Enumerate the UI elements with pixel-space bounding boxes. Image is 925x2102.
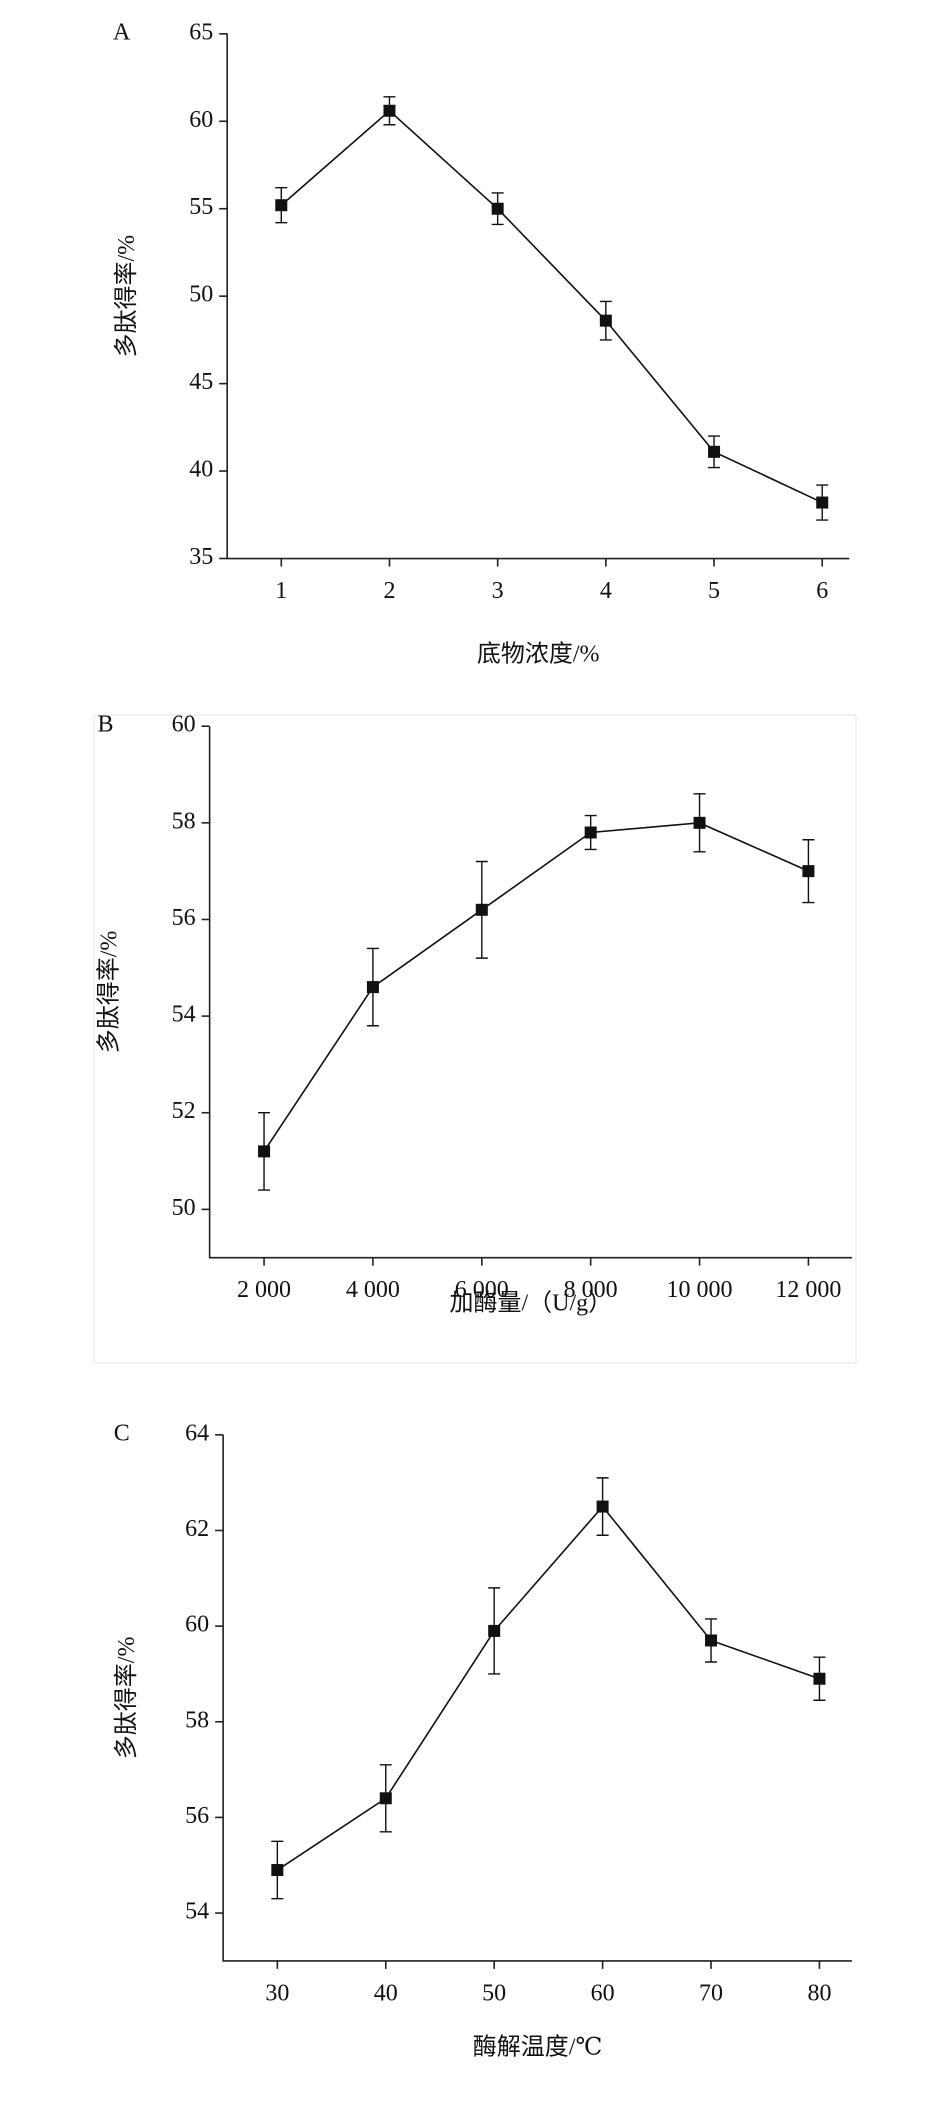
y-tick-label: 58	[172, 808, 196, 834]
x-tick-label: 10 000	[667, 1277, 733, 1303]
data-point	[802, 865, 815, 878]
y-tick-label: 56	[172, 905, 196, 931]
x-tick-label: 60	[591, 1980, 615, 2006]
data-point	[383, 104, 396, 117]
y-tick-label: 35	[189, 544, 213, 570]
x-tick-label: 5	[708, 578, 720, 604]
panel-label: A	[113, 19, 131, 45]
panel-frame	[93, 714, 857, 1364]
data-point	[271, 1864, 284, 1877]
panel-label: B	[97, 712, 113, 738]
x-tick-label: 3	[492, 578, 504, 604]
data-point	[475, 903, 488, 916]
x-tick-label: 40	[374, 1980, 398, 2006]
y-tick-label: 62	[185, 1516, 209, 1542]
x-tick-label: 80	[807, 1980, 831, 2006]
x-tick-label: 1	[275, 578, 287, 604]
y-tick-label: 50	[172, 1195, 196, 1221]
y-tick-label: 58	[185, 1707, 209, 1733]
y-axis-label: 多肽得率/%	[113, 1637, 140, 1760]
x-tick-label: 6 000	[455, 1277, 509, 1303]
y-tick-label: 65	[189, 19, 213, 45]
x-axis-label: 加酶量/（U/g）	[449, 1290, 612, 1317]
data-line	[263, 822, 809, 1152]
data-point	[275, 199, 288, 212]
x-tick-label: 8 000	[564, 1277, 618, 1303]
y-tick-label: 54	[172, 1002, 196, 1028]
y-tick-label: 50	[189, 282, 213, 308]
data-point	[813, 1672, 826, 1685]
y-tick-label: 40	[189, 457, 213, 483]
y-tick-label: 64	[185, 1420, 209, 1446]
y-axis-label: 多肽得率/%	[113, 235, 140, 358]
axis	[208, 726, 852, 1259]
y-axis-label: 多肽得率/%	[95, 931, 122, 1054]
y-tick-label: 54	[185, 1899, 209, 1925]
data-point	[379, 1792, 392, 1805]
y-tick-label: 60	[185, 1612, 209, 1638]
y-tick-label: 56	[185, 1803, 209, 1829]
data-point	[258, 1145, 271, 1158]
data-point	[599, 314, 612, 327]
y-tick-label: 52	[172, 1098, 196, 1124]
data-line	[276, 1505, 820, 1871]
x-tick-label: 4	[600, 578, 612, 604]
x-axis-label: 底物浓度/%	[477, 640, 600, 667]
data-point	[491, 202, 504, 215]
x-tick-label: 4 000	[346, 1277, 400, 1303]
data-point	[584, 826, 597, 839]
x-tick-label: 50	[482, 1980, 506, 2006]
data-point	[705, 1634, 718, 1647]
axis	[226, 33, 850, 560]
x-tick-label: 6	[816, 578, 828, 604]
x-tick-label: 2 000	[237, 1277, 291, 1303]
panel-label: C	[114, 1420, 130, 1446]
data-point	[708, 445, 721, 458]
x-tick-label: 70	[699, 1980, 723, 2006]
x-tick-label: 12 000	[775, 1277, 841, 1303]
data-point	[366, 981, 379, 994]
y-tick-label: 60	[172, 712, 196, 738]
y-tick-label: 60	[189, 107, 213, 133]
x-tick-label: 30	[265, 1980, 289, 2006]
data-line	[280, 109, 823, 504]
y-tick-label: 55	[189, 194, 213, 220]
data-point	[488, 1624, 501, 1637]
y-tick-label: 45	[189, 369, 213, 395]
data-point	[816, 496, 829, 509]
x-tick-label: 2	[383, 578, 395, 604]
axis	[222, 1434, 852, 1962]
x-axis-label: 酶解温度/℃	[473, 2033, 603, 2060]
data-point	[693, 816, 706, 829]
data-point	[596, 1500, 609, 1513]
